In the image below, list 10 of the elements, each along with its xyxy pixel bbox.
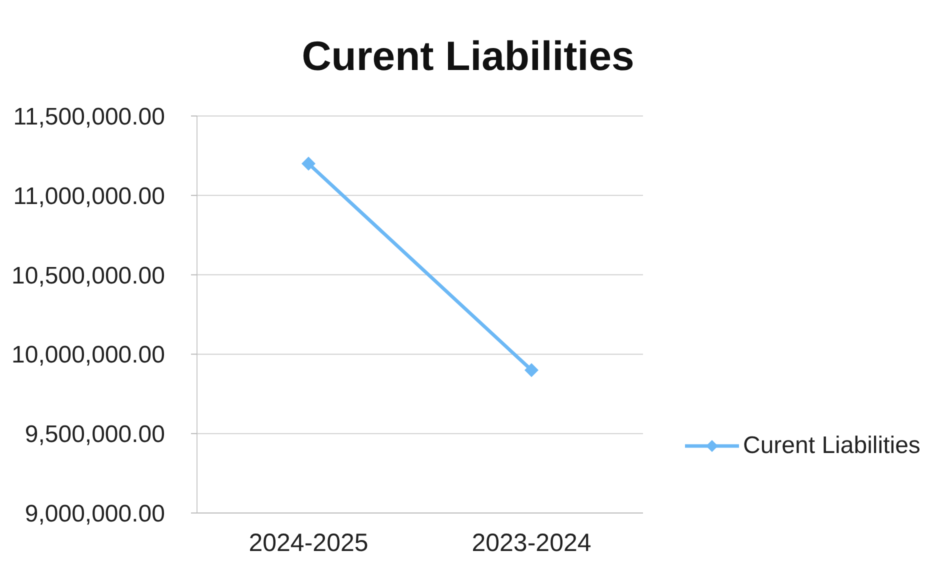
y-tick-label: 9,500,000.00 xyxy=(24,421,165,448)
legend-label: Curent Liabilities xyxy=(743,432,920,460)
y-tick-label: 9,000,000.00 xyxy=(24,500,165,528)
y-tick-label: 10,500,000.00 xyxy=(12,262,165,290)
y-tick-label: 11,000,000.00 xyxy=(13,182,165,210)
x-tick-label: 2024-2025 xyxy=(248,528,368,557)
chart-title: Curent Liabilities xyxy=(300,32,636,80)
y-tick-label: 11,500,000.00 xyxy=(13,104,165,131)
y-tick-label: 10,000,000.00 xyxy=(12,342,165,369)
x-tick-label: 2023-2024 xyxy=(472,528,592,557)
